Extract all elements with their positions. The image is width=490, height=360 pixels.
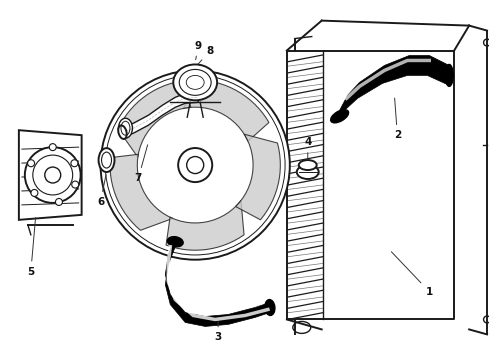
Text: 6: 6 (97, 175, 106, 207)
Text: 3: 3 (215, 320, 222, 342)
Ellipse shape (331, 110, 348, 123)
Circle shape (55, 198, 62, 206)
Ellipse shape (265, 300, 275, 315)
Text: 9: 9 (195, 41, 202, 60)
Ellipse shape (297, 165, 318, 179)
Circle shape (45, 167, 61, 183)
Circle shape (71, 160, 78, 167)
Text: 7: 7 (135, 145, 147, 183)
Circle shape (72, 181, 79, 188)
Polygon shape (166, 201, 244, 250)
Ellipse shape (118, 125, 127, 139)
Circle shape (25, 147, 81, 203)
Polygon shape (183, 80, 269, 141)
Text: 5: 5 (27, 218, 36, 276)
Circle shape (31, 189, 38, 197)
Ellipse shape (168, 237, 183, 247)
Text: 2: 2 (394, 98, 401, 140)
Polygon shape (19, 130, 82, 220)
Text: 4: 4 (304, 137, 312, 161)
Polygon shape (118, 81, 191, 157)
Text: 1: 1 (392, 252, 433, 297)
Circle shape (27, 160, 35, 167)
Ellipse shape (119, 118, 132, 138)
Circle shape (49, 144, 56, 150)
Text: 8: 8 (197, 45, 214, 66)
Circle shape (100, 71, 290, 260)
Polygon shape (236, 134, 280, 220)
Ellipse shape (445, 64, 453, 86)
Ellipse shape (299, 160, 317, 170)
Polygon shape (338, 55, 449, 122)
Ellipse shape (293, 321, 311, 333)
Polygon shape (110, 154, 173, 230)
Polygon shape (122, 92, 198, 137)
Ellipse shape (173, 64, 217, 100)
Circle shape (178, 148, 212, 182)
Ellipse shape (98, 148, 115, 172)
Polygon shape (165, 237, 270, 327)
